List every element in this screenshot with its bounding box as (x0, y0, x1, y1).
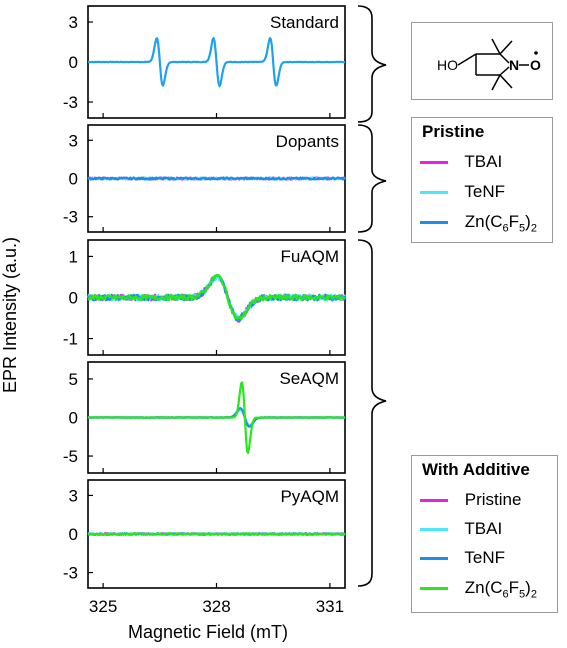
legend-item-label: TeNF (464, 548, 506, 567)
legend-item-tenf: TeNF (420, 546, 505, 570)
legend-swatch (420, 528, 448, 532)
y-tick-label: 5 (69, 370, 78, 389)
panel-label: FuAQM (280, 247, 339, 266)
y-tick-label: 0 (69, 289, 78, 308)
legend-pristine: Pristine TBAI TeNF Zn(C6F5)2 (411, 117, 553, 243)
series-line (87, 381, 346, 454)
brace-additive (357, 239, 387, 587)
y-tick-label: -5 (63, 447, 78, 466)
legend-item-label: Zn(C6F5)2 (464, 578, 537, 601)
series-line (87, 176, 346, 181)
y-tick-label: -3 (63, 564, 78, 583)
panel-label: SeAQM (279, 369, 339, 388)
legend-item-zn: Zn(C6F5)2 (420, 210, 537, 234)
chart-panels: 3 0 -3 Standard 3 0 -3 Dopants 1 0 -1 FuAQM 5 0 -5 SeAQ… (63, 5, 347, 616)
legend-swatch (420, 557, 448, 561)
brace-dopants (357, 124, 387, 233)
y-axis-label: EPR Intensity (a.u.) (0, 237, 20, 393)
legend-item-zn: Zn(C6F5)2 (420, 576, 537, 600)
series-line (87, 37, 346, 88)
series-line (87, 532, 346, 536)
legend-swatch (420, 191, 448, 195)
legend-item-label: Pristine (464, 490, 522, 509)
y-tick-label: 1 (69, 247, 78, 266)
structure-n: N (509, 57, 519, 73)
legend-item-tbai: TBAI (420, 517, 502, 541)
x-tick-label: 328 (202, 597, 230, 616)
radical-dot (534, 51, 538, 55)
series-line (87, 273, 346, 321)
panel-label: PyAQM (280, 487, 339, 506)
y-tick-label: -1 (63, 330, 78, 349)
x-tick-label: 325 (89, 597, 117, 616)
legend-with-additive: With Additive Pristine TBAI TeNF Zn(C6F5… (411, 455, 558, 613)
tempol-structure: HO N O (411, 22, 553, 100)
legend-item-tenf: TeNF (420, 180, 505, 204)
panel-label: Dopants (276, 132, 339, 151)
structure-ho: HO (437, 57, 458, 73)
legend-additive-title: With Additive (422, 460, 530, 479)
structure-o: O (530, 57, 541, 73)
legend-item-label: TeNF (464, 182, 506, 201)
legend-swatch (420, 587, 448, 591)
legend-item-label: Zn(C6F5)2 (464, 212, 537, 235)
legend-item-label: TBAI (464, 152, 503, 171)
legend-item-label: TBAI (464, 519, 503, 538)
y-tick-label: 0 (69, 525, 78, 544)
legend-pristine-title: Pristine (422, 122, 485, 141)
legend-swatch (420, 161, 448, 165)
panel-label: Standard (270, 13, 339, 32)
y-tick-label: 0 (69, 170, 78, 189)
x-tick-label: 331 (316, 597, 344, 616)
y-tick-label: 3 (69, 486, 78, 505)
legend-item-pristine: Pristine (420, 488, 521, 512)
legend-item-tbai: TBAI (420, 150, 502, 174)
y-tick-label: -3 (63, 208, 78, 227)
y-tick-label: 3 (69, 131, 78, 150)
y-tick-label: 0 (69, 409, 78, 428)
legend-swatch (420, 221, 448, 225)
y-tick-label: 3 (69, 13, 78, 32)
legend-swatch (420, 499, 448, 503)
x-axis-label: Magnetic Field (mT) (128, 622, 288, 642)
y-tick-label: 0 (69, 53, 78, 72)
y-tick-label: -3 (63, 93, 78, 112)
brace-standard (357, 5, 387, 123)
